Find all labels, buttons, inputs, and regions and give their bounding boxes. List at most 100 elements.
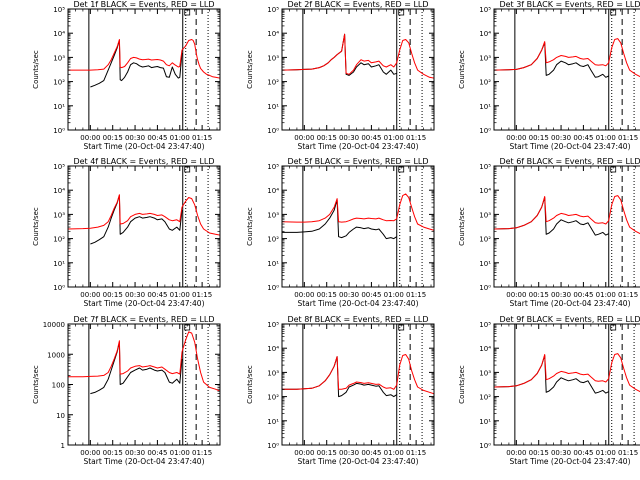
y-tick-label: 10⁰: [479, 284, 491, 292]
y-tick-label: 10⁴: [53, 30, 65, 38]
y-tick-label: 10⁵: [479, 6, 491, 14]
y-tick-label: 10¹: [267, 260, 279, 268]
plot-frame: [281, 8, 435, 131]
x-axis-label: Start Time (20-Oct-04 23:47:40): [297, 299, 418, 308]
x-tick-label: 01:00: [596, 134, 616, 142]
y-tick-label: 10⁴: [53, 187, 65, 195]
series-line-events: [494, 197, 609, 236]
panel-title: Det 8f BLACK = Events, RED = LLD: [287, 315, 428, 324]
y-tick-label: 10²: [267, 394, 279, 402]
series-line-events: [282, 199, 397, 240]
y-tick-label: 10⁰: [267, 127, 279, 135]
y-tick-label: 10000: [43, 321, 65, 329]
y-tick-label: 10²: [53, 79, 65, 87]
series-group: [494, 195, 640, 236]
panel-det-8: Det 8f BLACK = Events, RED = LLD 10⁰ 10¹ 10…: [246, 315, 435, 466]
series-group: [282, 33, 434, 79]
x-tick-label: 01:15: [618, 449, 638, 457]
y-tick-label: 10³: [53, 54, 65, 62]
series-group: [494, 353, 640, 394]
x-tick-label: 00:30: [125, 449, 145, 457]
x-tick-label: 00:00: [80, 134, 100, 142]
y-tick-label: 10¹: [267, 418, 279, 426]
series-group: [282, 354, 434, 398]
y-tick-label: 10³: [53, 211, 65, 219]
y-axis-label: Counts/sec: [458, 207, 466, 246]
series-line-lld: [282, 33, 434, 79]
y-tick-label: 10¹: [479, 260, 491, 268]
y-tick-label: 10⁵: [53, 163, 65, 171]
plot-frame: [67, 323, 221, 446]
series-line-events: [90, 40, 183, 88]
y-tick-label: 10²: [53, 236, 65, 244]
y-tick-label: 10⁰: [53, 127, 65, 135]
panel-det-7: Det 7f BLACK = Events, RED = LLD 1 10 100 10…: [32, 315, 221, 466]
panel-title: Det 6f BLACK = Events, RED = LLD: [499, 157, 640, 166]
series-line-events: [494, 42, 609, 78]
y-tick-label: 10⁵: [267, 321, 279, 329]
x-tick-label: 00:15: [317, 449, 337, 457]
x-tick-label: 00:45: [573, 291, 593, 299]
series-group: [68, 331, 220, 395]
panel-title: Det 3f BLACK = Events, RED = LLD: [499, 0, 640, 9]
x-tick-label: 00:00: [294, 449, 314, 457]
x-tick-label: 01:00: [384, 291, 404, 299]
x-tick-label: 00:00: [506, 449, 526, 457]
x-axis-label: Start Time (20-Oct-04 23:47:40): [297, 457, 418, 466]
panel-det-4: Det 4f BLACK = Events, RED = LLD 10⁰ 10¹ 10…: [32, 157, 221, 308]
y-tick-label: 10³: [267, 369, 279, 377]
x-axis-label: Start Time (20-Oct-04 23:47:40): [83, 299, 204, 308]
y-tick-label: 10⁴: [479, 30, 491, 38]
x-tick-label: 00:15: [317, 291, 337, 299]
y-axis-label: Counts/sec: [458, 50, 466, 89]
x-tick-label: 00:30: [125, 291, 145, 299]
plot-frame: [67, 8, 221, 131]
y-axis-label: Counts/sec: [32, 207, 40, 246]
panel-det-9: Det 9f BLACK = Events, RED = LLD 10⁰ 10¹ 10…: [458, 315, 640, 466]
x-tick-label: 01:15: [192, 449, 212, 457]
panel-title: Det 7f BLACK = Events, RED = LLD: [73, 315, 214, 324]
x-tick-label: 00:00: [294, 134, 314, 142]
x-tick-label: 00:15: [529, 291, 549, 299]
series-line-lld: [494, 195, 640, 235]
y-tick-label: 10⁴: [267, 345, 279, 353]
y-tick-label: 1000: [47, 351, 65, 359]
y-tick-label: 10²: [479, 79, 491, 87]
y-tick-label: 10³: [479, 211, 491, 219]
series-line-events: [282, 356, 397, 398]
y-tick-label: 10⁴: [267, 187, 279, 195]
x-tick-label: 00:45: [361, 291, 381, 299]
y-tick-label: 100: [52, 382, 65, 390]
x-tick-label: 00:30: [339, 291, 359, 299]
y-axis-label: Counts/sec: [458, 365, 466, 404]
x-tick-label: 01:00: [170, 449, 190, 457]
y-axis-label: Counts/sec: [246, 50, 254, 89]
x-tick-label: 00:00: [506, 291, 526, 299]
y-tick-label: 10³: [267, 211, 279, 219]
x-tick-label: 00:00: [506, 134, 526, 142]
panel-title: Det 4f BLACK = Events, RED = LLD: [73, 157, 214, 166]
x-tick-label: 01:15: [618, 134, 638, 142]
y-tick-label: 10⁵: [267, 163, 279, 171]
y-tick-label: 10²: [479, 236, 491, 244]
y-tick-label: 10¹: [53, 103, 65, 111]
series-line-lld: [282, 354, 434, 395]
series-line-events: [494, 355, 609, 394]
x-tick-label: 01:15: [618, 291, 638, 299]
plot-frame: [493, 323, 640, 446]
panel-title: Det 2f BLACK = Events, RED = LLD: [287, 0, 428, 9]
panel-title: Det 1f BLACK = Events, RED = LLD: [73, 0, 214, 9]
x-axis-label: Start Time (20-Oct-04 23:47:40): [297, 142, 418, 151]
series-group: [68, 194, 220, 245]
y-tick-label: 10⁴: [479, 187, 491, 195]
y-axis-label: Counts/sec: [246, 207, 254, 246]
x-tick-label: 00:15: [529, 449, 549, 457]
y-tick-label: 10⁰: [267, 442, 279, 450]
x-tick-label: 01:00: [170, 134, 190, 142]
series-group: [282, 193, 434, 240]
x-tick-label: 01:00: [596, 449, 616, 457]
y-tick-label: 10⁰: [267, 284, 279, 292]
x-tick-label: 00:00: [294, 291, 314, 299]
x-tick-label: 00:45: [147, 449, 167, 457]
panel-det-6: Det 6f BLACK = Events, RED = LLD 10⁰ 10¹ 10…: [458, 157, 640, 308]
